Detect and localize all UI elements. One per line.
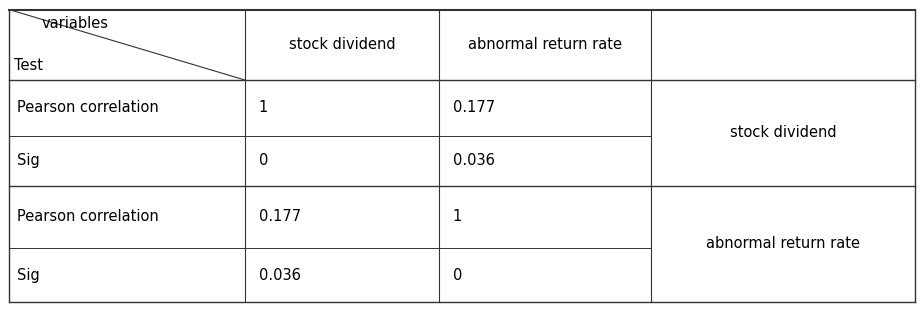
Text: 0.177: 0.177 (259, 209, 301, 224)
Text: Pearson correlation: Pearson correlation (17, 209, 158, 224)
Text: Sig: Sig (17, 153, 40, 168)
Text: 0.036: 0.036 (259, 268, 300, 283)
Text: Pearson correlation: Pearson correlation (17, 100, 158, 116)
Text: abnormal return rate: abnormal return rate (706, 236, 860, 252)
Text: Test: Test (14, 58, 43, 73)
Text: 0.177: 0.177 (453, 100, 495, 116)
Text: variables: variables (42, 17, 109, 31)
Text: 1: 1 (453, 209, 462, 224)
Text: abnormal return rate: abnormal return rate (468, 37, 622, 52)
Text: stock dividend: stock dividend (288, 37, 395, 52)
Text: 1: 1 (259, 100, 268, 116)
Text: 0.036: 0.036 (453, 153, 494, 168)
Text: 0: 0 (259, 153, 268, 168)
Text: stock dividend: stock dividend (730, 125, 836, 140)
Text: 0: 0 (453, 268, 462, 283)
Text: Sig: Sig (17, 268, 40, 283)
